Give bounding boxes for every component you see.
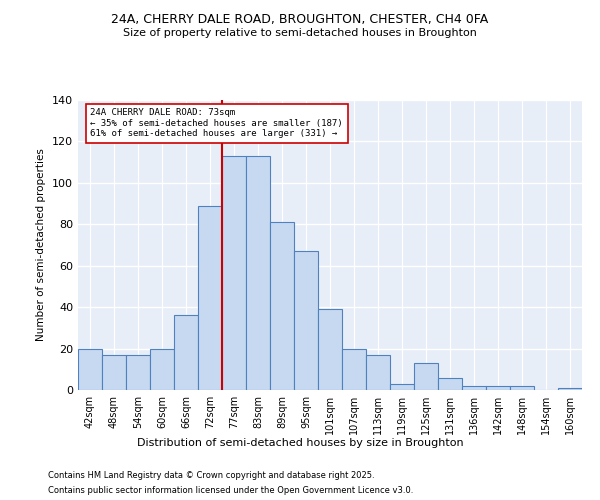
Text: Contains HM Land Registry data © Crown copyright and database right 2025.: Contains HM Land Registry data © Crown c…: [48, 471, 374, 480]
Text: 24A, CHERRY DALE ROAD, BROUGHTON, CHESTER, CH4 0FA: 24A, CHERRY DALE ROAD, BROUGHTON, CHESTE…: [112, 12, 488, 26]
Bar: [102, 355, 126, 390]
Bar: [318, 309, 342, 390]
Bar: [222, 156, 246, 390]
Bar: [486, 386, 510, 390]
Bar: [414, 363, 438, 390]
Bar: [462, 386, 486, 390]
Y-axis label: Number of semi-detached properties: Number of semi-detached properties: [37, 148, 46, 342]
Bar: [294, 251, 318, 390]
Bar: [78, 348, 102, 390]
Bar: [342, 348, 366, 390]
Text: Distribution of semi-detached houses by size in Broughton: Distribution of semi-detached houses by …: [137, 438, 463, 448]
Bar: [558, 388, 582, 390]
Bar: [438, 378, 462, 390]
Bar: [270, 222, 294, 390]
Text: 24A CHERRY DALE ROAD: 73sqm
← 35% of semi-detached houses are smaller (187)
61% : 24A CHERRY DALE ROAD: 73sqm ← 35% of sem…: [91, 108, 343, 138]
Bar: [390, 384, 414, 390]
Bar: [126, 355, 150, 390]
Bar: [366, 355, 390, 390]
Text: Size of property relative to semi-detached houses in Broughton: Size of property relative to semi-detach…: [123, 28, 477, 38]
Text: Contains public sector information licensed under the Open Government Licence v3: Contains public sector information licen…: [48, 486, 413, 495]
Bar: [150, 348, 174, 390]
Bar: [510, 386, 534, 390]
Bar: [174, 316, 198, 390]
Bar: [198, 206, 222, 390]
Bar: [246, 156, 270, 390]
